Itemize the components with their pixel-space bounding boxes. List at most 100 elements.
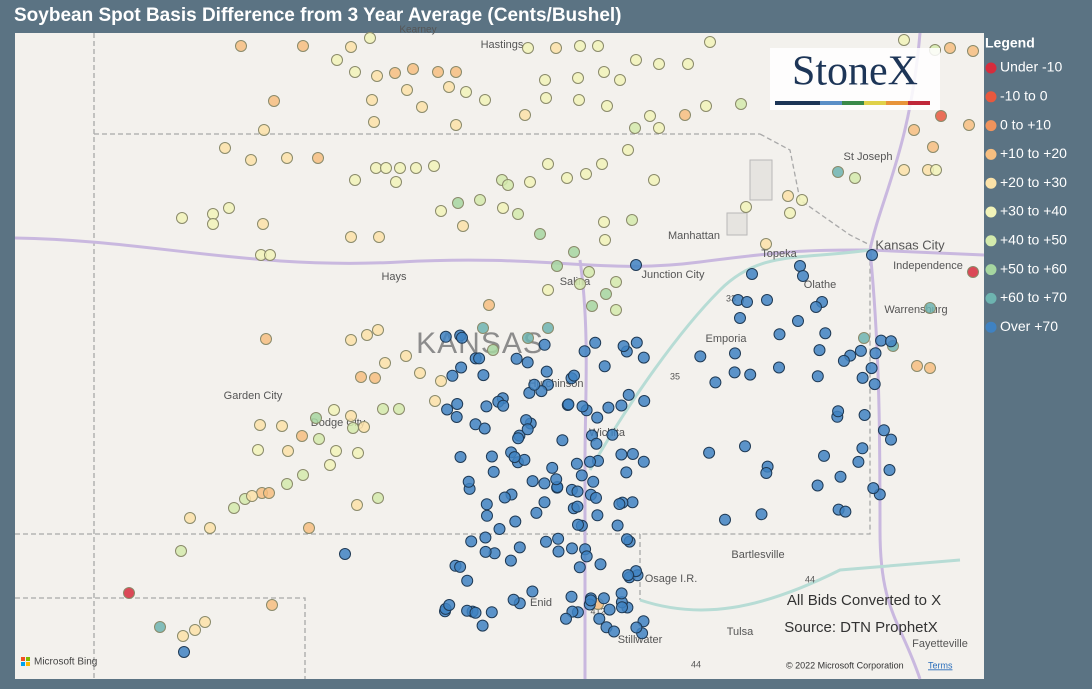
bid-location bbox=[610, 304, 622, 316]
bid-location bbox=[526, 585, 539, 598]
bid-location bbox=[682, 58, 694, 70]
copyright: © 2022 Microsoft Corporation bbox=[786, 660, 904, 670]
bid-location bbox=[364, 32, 376, 44]
bid-location bbox=[796, 194, 808, 206]
bid-location bbox=[898, 164, 910, 176]
bid-location bbox=[175, 545, 187, 557]
bid-location bbox=[709, 376, 722, 389]
bid-location bbox=[330, 445, 342, 457]
bid-location bbox=[454, 560, 467, 573]
bid-location bbox=[561, 172, 573, 184]
bing-text: Microsoft Bing bbox=[34, 657, 97, 668]
bid-location bbox=[552, 532, 565, 545]
bid-location bbox=[573, 94, 585, 106]
bid-location bbox=[349, 174, 361, 186]
bid-location bbox=[446, 369, 459, 382]
legend-swatch bbox=[985, 120, 997, 132]
bid-location bbox=[580, 168, 592, 180]
bid-location bbox=[617, 340, 630, 353]
map-label: Fayetteville bbox=[912, 638, 968, 650]
map-label: Stillwater bbox=[618, 634, 663, 646]
bid-location bbox=[189, 624, 201, 636]
bid-location bbox=[546, 461, 559, 474]
bid-location bbox=[596, 158, 608, 170]
bid-location bbox=[372, 492, 384, 504]
bid-location bbox=[235, 40, 247, 52]
bid-location bbox=[885, 433, 897, 446]
bid-location bbox=[570, 457, 583, 470]
legend-label: +20 to +30 bbox=[1000, 174, 1067, 190]
bid-location bbox=[254, 419, 266, 431]
bid-location bbox=[877, 424, 890, 437]
bid-location bbox=[597, 592, 610, 605]
bid-location bbox=[740, 201, 752, 213]
bid-location bbox=[477, 322, 489, 334]
legend-label: +60 to +70 bbox=[1000, 289, 1067, 305]
bid-location bbox=[739, 440, 751, 453]
bid-location bbox=[345, 334, 357, 346]
bid-location bbox=[875, 334, 888, 347]
bid-location bbox=[457, 220, 469, 232]
bid-location bbox=[379, 357, 391, 369]
legend-swatch bbox=[985, 321, 997, 333]
legend-label: +10 to +20 bbox=[1000, 145, 1067, 161]
bid-location bbox=[178, 646, 190, 658]
bid-location bbox=[373, 231, 385, 243]
bid-location bbox=[207, 218, 219, 230]
bid-location bbox=[455, 361, 468, 374]
bid-location bbox=[345, 231, 357, 243]
logo: StoneX bbox=[770, 48, 940, 110]
bid-location bbox=[704, 36, 716, 48]
map-label: Hays bbox=[381, 271, 407, 283]
bid-location bbox=[963, 119, 975, 131]
bid-location bbox=[524, 176, 536, 188]
bid-location bbox=[450, 411, 463, 423]
bid-location bbox=[648, 174, 660, 186]
legend-swatch bbox=[985, 264, 997, 276]
bid-location bbox=[819, 327, 832, 340]
bid-location bbox=[589, 336, 602, 349]
bid-location bbox=[565, 590, 578, 603]
legend-label: +30 to +40 bbox=[1000, 203, 1067, 219]
map-label: St Joseph bbox=[844, 151, 893, 163]
bid-location bbox=[328, 404, 340, 416]
bid-location bbox=[219, 142, 231, 154]
terms-link[interactable]: Terms bbox=[928, 660, 953, 670]
bid-location bbox=[519, 109, 531, 121]
bid-location bbox=[538, 496, 551, 509]
bid-location bbox=[154, 621, 166, 633]
bid-location bbox=[461, 574, 474, 587]
bid-location bbox=[734, 312, 746, 324]
bid-location bbox=[611, 519, 624, 532]
bid-location bbox=[852, 455, 865, 468]
bid-location bbox=[521, 423, 534, 436]
map-label: Topeka bbox=[761, 248, 797, 260]
bid-location bbox=[435, 205, 447, 217]
bid-location bbox=[522, 332, 534, 344]
bid-location bbox=[629, 122, 641, 134]
bid-location bbox=[534, 228, 546, 240]
bid-location bbox=[407, 63, 419, 75]
bid-location bbox=[613, 498, 626, 510]
bid-location bbox=[760, 238, 772, 250]
bid-location bbox=[351, 499, 363, 511]
bid-location bbox=[592, 40, 604, 52]
bid-location bbox=[568, 369, 580, 382]
bid-location bbox=[630, 259, 642, 271]
bid-location bbox=[441, 403, 454, 416]
bid-location bbox=[927, 141, 939, 153]
bid-location bbox=[483, 299, 495, 311]
bid-location bbox=[603, 603, 616, 616]
bid-location bbox=[741, 296, 753, 308]
bid-location bbox=[410, 162, 422, 174]
legend-swatch bbox=[985, 292, 997, 304]
bid-location bbox=[849, 172, 861, 184]
bid-location bbox=[755, 508, 768, 521]
bid-location bbox=[303, 522, 315, 534]
bid-location bbox=[782, 190, 794, 202]
bid-location bbox=[679, 109, 691, 121]
bid-location bbox=[474, 194, 486, 206]
bid-location bbox=[551, 260, 563, 272]
bid-location bbox=[854, 344, 867, 357]
bid-location bbox=[574, 40, 586, 52]
